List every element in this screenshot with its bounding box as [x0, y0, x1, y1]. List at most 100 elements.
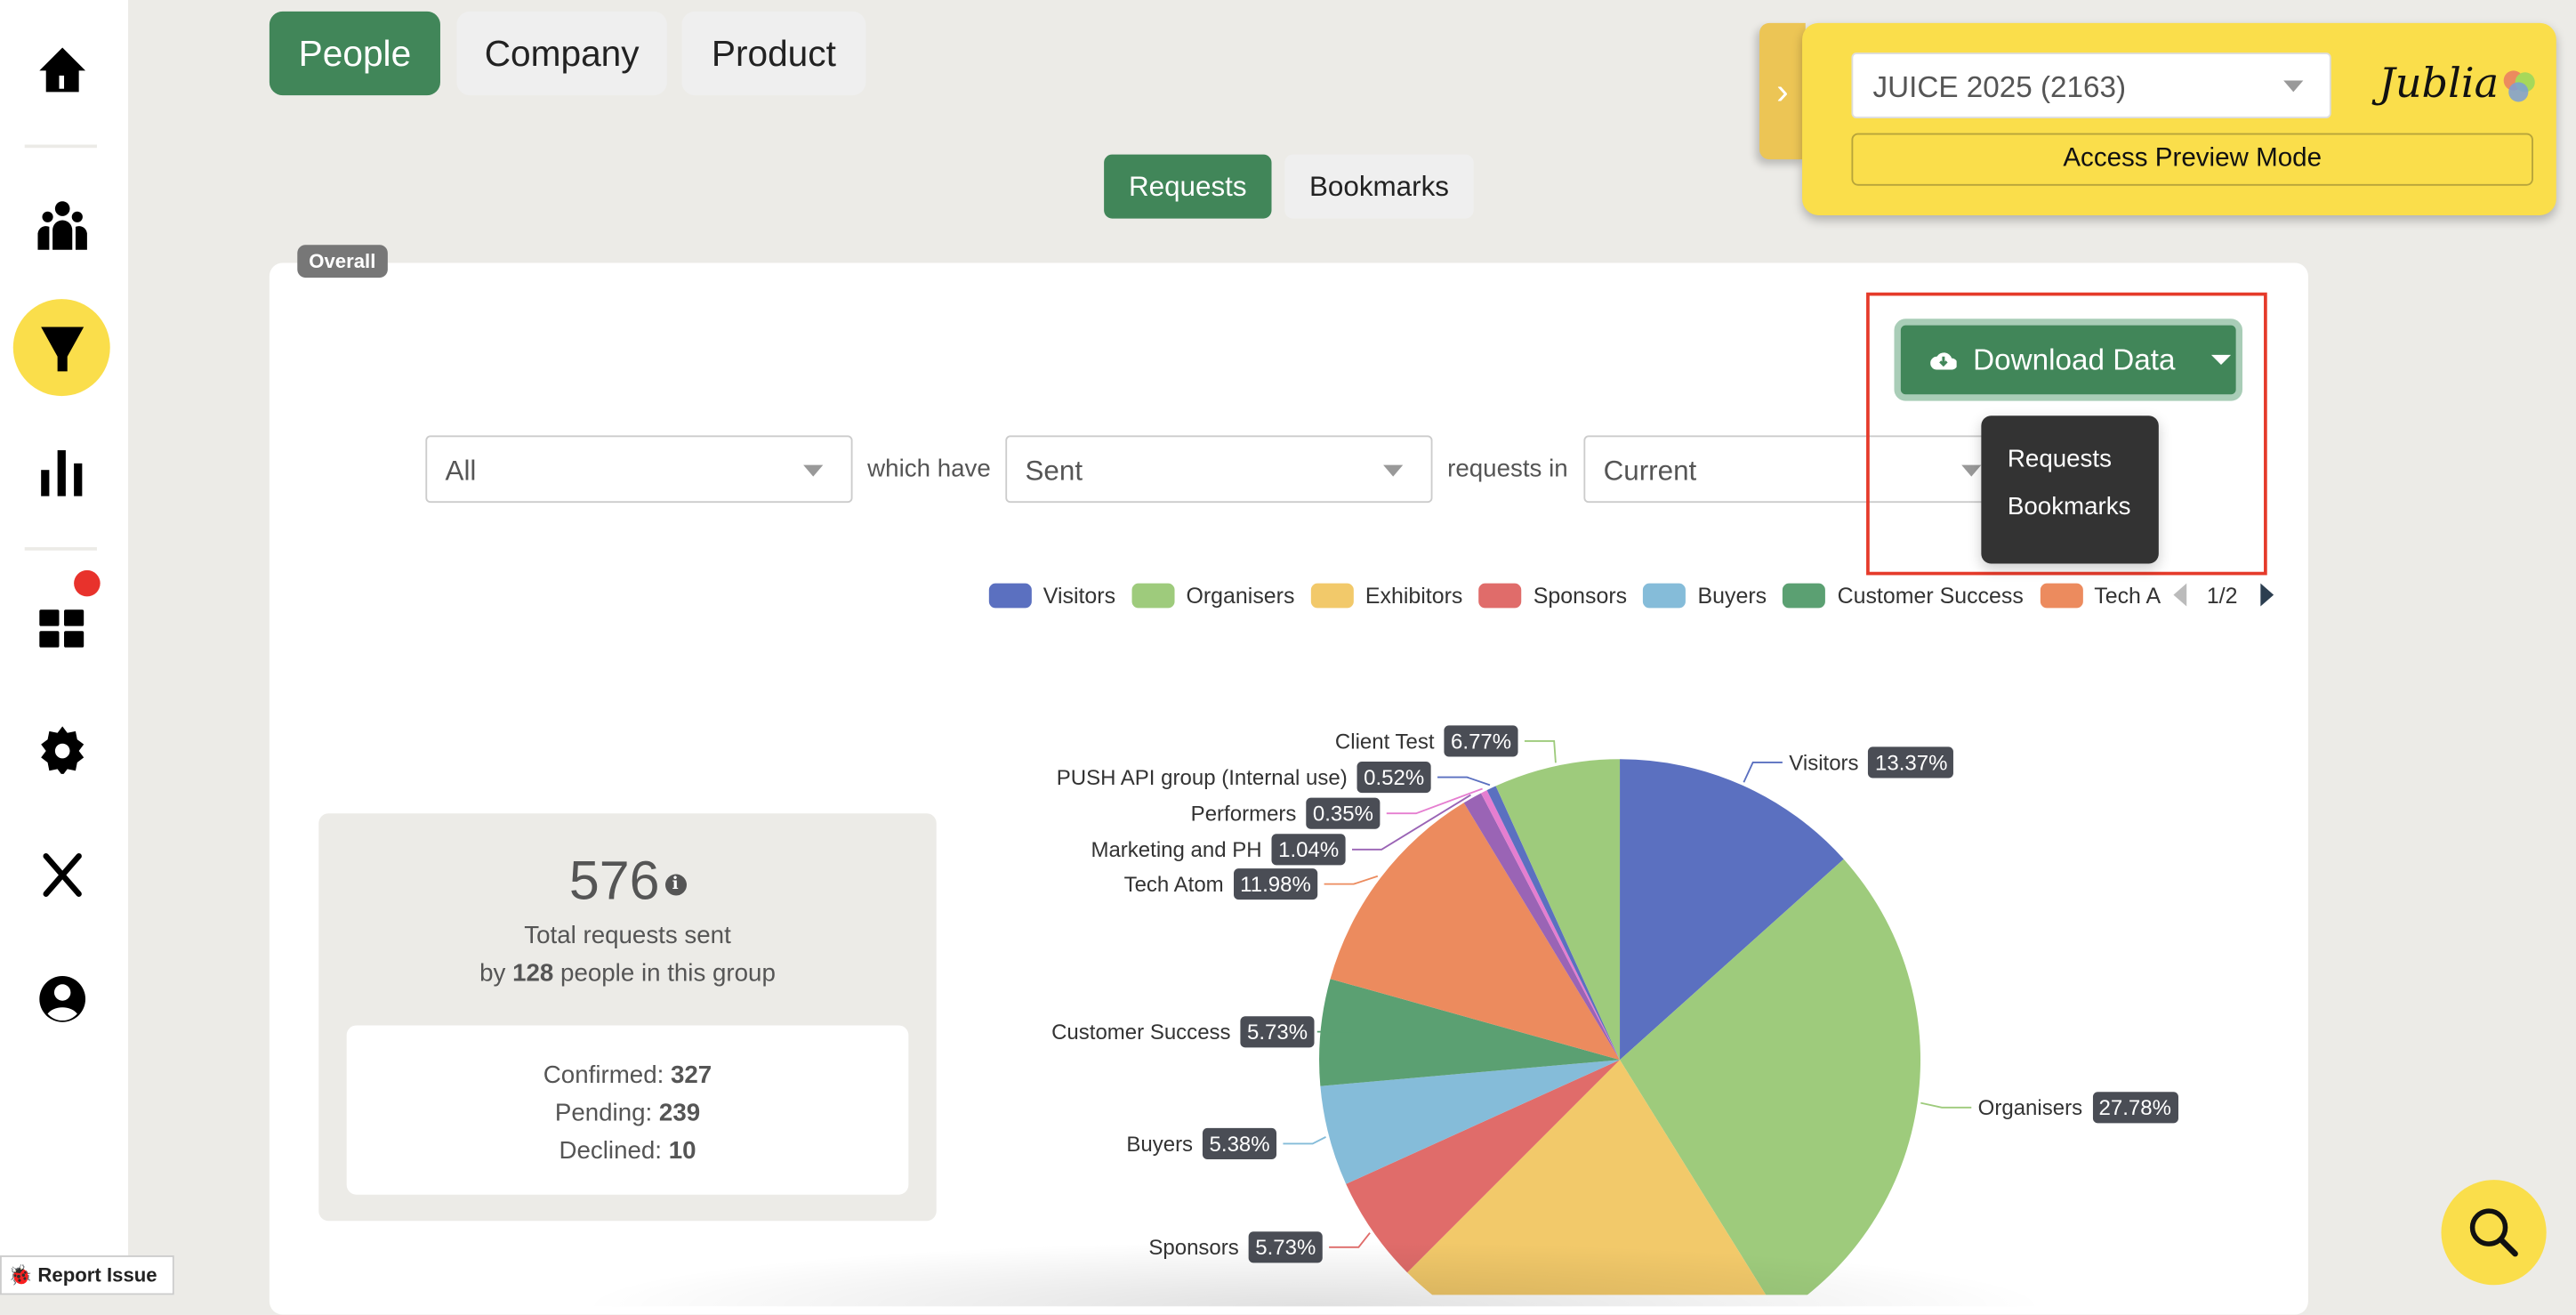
group-select[interactable]: All: [425, 435, 852, 503]
slice-label: Customer Success 5.73%: [1051, 1016, 1314, 1047]
user-icon[interactable]: [31, 968, 93, 1030]
access-preview-mode-button[interactable]: Access Preview Mode: [1851, 133, 2532, 186]
search-button[interactable]: [2441, 1180, 2546, 1285]
which-have-label: which have: [867, 456, 991, 483]
status-select[interactable]: Sent: [1005, 435, 1432, 503]
legend-swatch: [1783, 583, 1826, 608]
legend-next-icon[interactable]: [2260, 584, 2274, 607]
legend-item[interactable]: Buyers: [1644, 583, 1767, 608]
slice-name: Visitors: [1789, 750, 1858, 775]
event-select[interactable]: JUICE 2025 (2163): [1851, 52, 2330, 118]
logo-mark-icon: [2499, 67, 2538, 106]
sidebar: [0, 0, 128, 1295]
menu-item-requests[interactable]: Requests: [2008, 446, 2132, 494]
dashboard-icon[interactable]: [31, 593, 93, 656]
slice-name: Marketing and PH: [1091, 837, 1261, 862]
tab-company[interactable]: Company: [456, 12, 666, 95]
tab-product[interactable]: Product: [681, 12, 865, 95]
people-line: by 128 people in this group: [318, 960, 936, 988]
legend-page: 1/2: [2207, 583, 2238, 608]
legend-label: Visitors: [1043, 583, 1115, 608]
slice-name: Tech Atom: [1124, 872, 1224, 897]
people-icon[interactable]: [31, 194, 93, 256]
pending-label: Pending:: [555, 1100, 652, 1127]
slice-percent: 11.98%: [1234, 868, 1317, 900]
leader-line: [1283, 1137, 1325, 1144]
legend-label: Sponsors: [1534, 583, 1627, 608]
legend-prev-icon[interactable]: [2174, 584, 2187, 607]
declined-value: 10: [669, 1137, 696, 1165]
logo-text: Jublia: [2379, 59, 2499, 107]
leader-line: [1324, 876, 1378, 884]
slice-name: Client Test: [1335, 729, 1435, 754]
subtab-bookmarks[interactable]: Bookmarks: [1284, 155, 1473, 219]
group-select-value: All: [446, 456, 477, 487]
slice-percent: 5.73%: [1241, 1016, 1315, 1047]
info-icon[interactable]: i: [664, 874, 686, 895]
status-breakdown: Confirmed: 327 Pending: 239 Declined: 10: [347, 1025, 909, 1194]
confirmed-value: 327: [671, 1061, 712, 1089]
subtab-requests[interactable]: Requests: [1104, 155, 1271, 219]
download-data-button[interactable]: Download Data: [1894, 319, 2242, 400]
slice-percent: 27.78%: [2092, 1092, 2178, 1123]
slice-percent: 1.04%: [1272, 834, 1346, 865]
funnel-icon[interactable]: [31, 317, 93, 379]
report-issue-button[interactable]: 🐞Report Issue: [0, 1255, 174, 1295]
tab-people[interactable]: People: [270, 12, 440, 95]
legend-item[interactable]: Exhibitors: [1311, 583, 1462, 608]
slice-name: Organisers: [1978, 1095, 2082, 1120]
legend-item[interactable]: Organisers: [1132, 583, 1295, 608]
chevron-down-icon: [2283, 80, 2303, 92]
overall-badge: Overall: [297, 245, 387, 278]
menu-item-bookmarks[interactable]: Bookmarks: [2008, 493, 2132, 541]
legend-item[interactable]: Sponsors: [1479, 583, 1627, 608]
slice-percent: 0.52%: [1357, 762, 1431, 793]
legend-swatch: [1644, 583, 1686, 608]
slice-label: Marketing and PH 1.04%: [1091, 834, 1345, 865]
caret-down-icon: [2211, 355, 2231, 365]
slice-label: Visitors 13.37%: [1789, 746, 1954, 778]
slice-label: Tech Atom 11.98%: [1124, 868, 1318, 900]
slice-percent: 13.37%: [1869, 746, 1954, 778]
legend-swatch: [1479, 583, 1522, 608]
leader-line: [1525, 741, 1556, 762]
divider: [25, 145, 97, 149]
bar-chart-icon[interactable]: [31, 440, 93, 503]
legend-label: Tech A: [2094, 583, 2161, 608]
leader-line: [1437, 778, 1490, 786]
legend-item[interactable]: Visitors: [989, 583, 1115, 608]
scroll-shadow: [575, 1240, 2053, 1306]
slice-name: Performers: [1191, 801, 1297, 826]
legend-label: Exhibitors: [1365, 583, 1462, 608]
legend-label: Customer Success: [1838, 583, 2024, 608]
legend-swatch: [1132, 583, 1175, 608]
tools-icon[interactable]: [31, 843, 93, 905]
divider: [25, 547, 97, 551]
jublia-logo: Jublia: [2379, 59, 2538, 107]
period-select-value: Current: [1604, 456, 1697, 487]
legend-item[interactable]: Customer Success: [1783, 583, 2024, 608]
gear-icon[interactable]: [31, 718, 93, 780]
bug-icon: 🐞: [8, 1263, 33, 1287]
event-select-value: JUICE 2025 (2163): [1872, 70, 2126, 103]
chevron-down-icon: [1383, 465, 1403, 477]
confirmed-label: Confirmed:: [543, 1061, 664, 1089]
slice-name: Customer Success: [1051, 1020, 1230, 1045]
cloud-download-icon: [1930, 349, 1957, 372]
total-value: 576: [569, 850, 660, 910]
declined-row: Declined: 10: [347, 1133, 909, 1170]
chevron-down-icon: [803, 465, 823, 477]
legend-swatch: [1311, 583, 1354, 608]
legend-item[interactable]: Tech A: [2040, 583, 2161, 608]
pie-chart: [953, 658, 2267, 1295]
pending-row: Pending: 239: [347, 1094, 909, 1132]
people-suffix: people in this group: [560, 960, 776, 988]
collapse-panel-button[interactable]: ›: [1759, 23, 1806, 159]
by-text: by: [479, 960, 505, 988]
home-icon[interactable]: [31, 37, 93, 100]
legend-swatch: [989, 583, 1032, 608]
requests-in-label: requests in: [1447, 456, 1568, 483]
